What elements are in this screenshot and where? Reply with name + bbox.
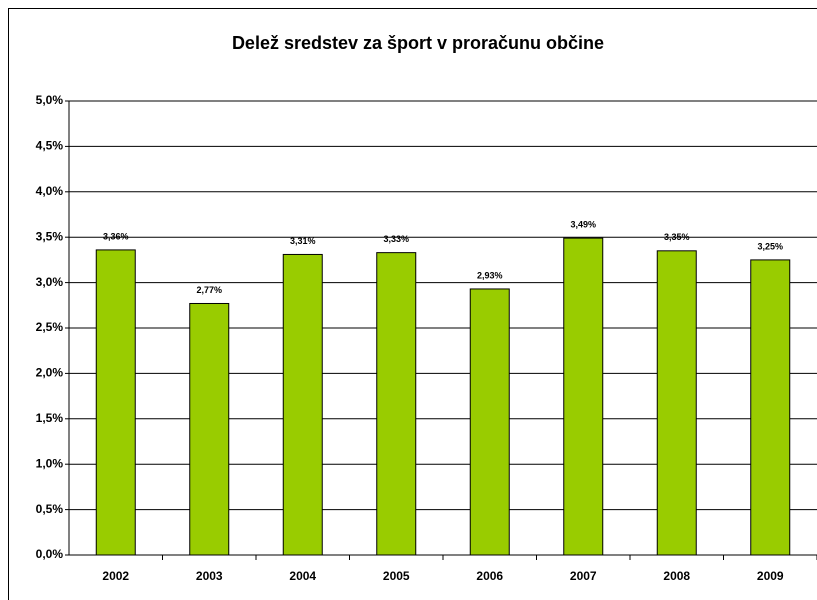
chart-title: Delež sredstev za šport v proračunu obči…: [232, 33, 604, 53]
bar: [750, 259, 791, 556]
y-tick-label: 0,5%: [36, 502, 64, 516]
value-label: 2,77%: [196, 285, 222, 295]
x-tick-label: 2008: [663, 569, 690, 583]
y-tick-label: 2,5%: [36, 320, 64, 334]
bar: [95, 249, 136, 556]
y-tick-label: 2,0%: [36, 366, 64, 380]
bar: [376, 252, 417, 556]
y-tick-label: 3,5%: [36, 229, 64, 243]
bar: [563, 237, 604, 556]
bar: [282, 253, 323, 556]
y-tick-label: 0,0%: [36, 547, 64, 561]
value-label: 3,33%: [383, 234, 409, 244]
value-label: 3,35%: [664, 232, 690, 242]
value-label: 3,31%: [290, 236, 316, 246]
y-tick-label: 1,5%: [36, 411, 64, 425]
bar: [189, 302, 230, 556]
y-tick-label: 5,0%: [36, 93, 64, 107]
x-tick-label: 2007: [570, 569, 597, 583]
x-tick-label: 2004: [289, 569, 316, 583]
y-tick-label: 4,0%: [36, 184, 64, 198]
value-label: 2,93%: [477, 270, 503, 280]
value-label: 3,49%: [570, 219, 596, 229]
value-label: 3,36%: [103, 231, 129, 241]
y-tick-label: 3,0%: [36, 275, 64, 289]
x-tick-label: 2002: [102, 569, 129, 583]
value-label: 3,25%: [757, 241, 783, 251]
bar: [469, 288, 510, 556]
y-tick-label: 4,5%: [36, 139, 64, 153]
x-tick-label: 2009: [757, 569, 784, 583]
x-tick-label: 2003: [196, 569, 223, 583]
x-tick-label: 2005: [383, 569, 410, 583]
bar: [656, 250, 697, 556]
y-tick-label: 1,0%: [36, 456, 64, 470]
x-tick-label: 2006: [476, 569, 503, 583]
